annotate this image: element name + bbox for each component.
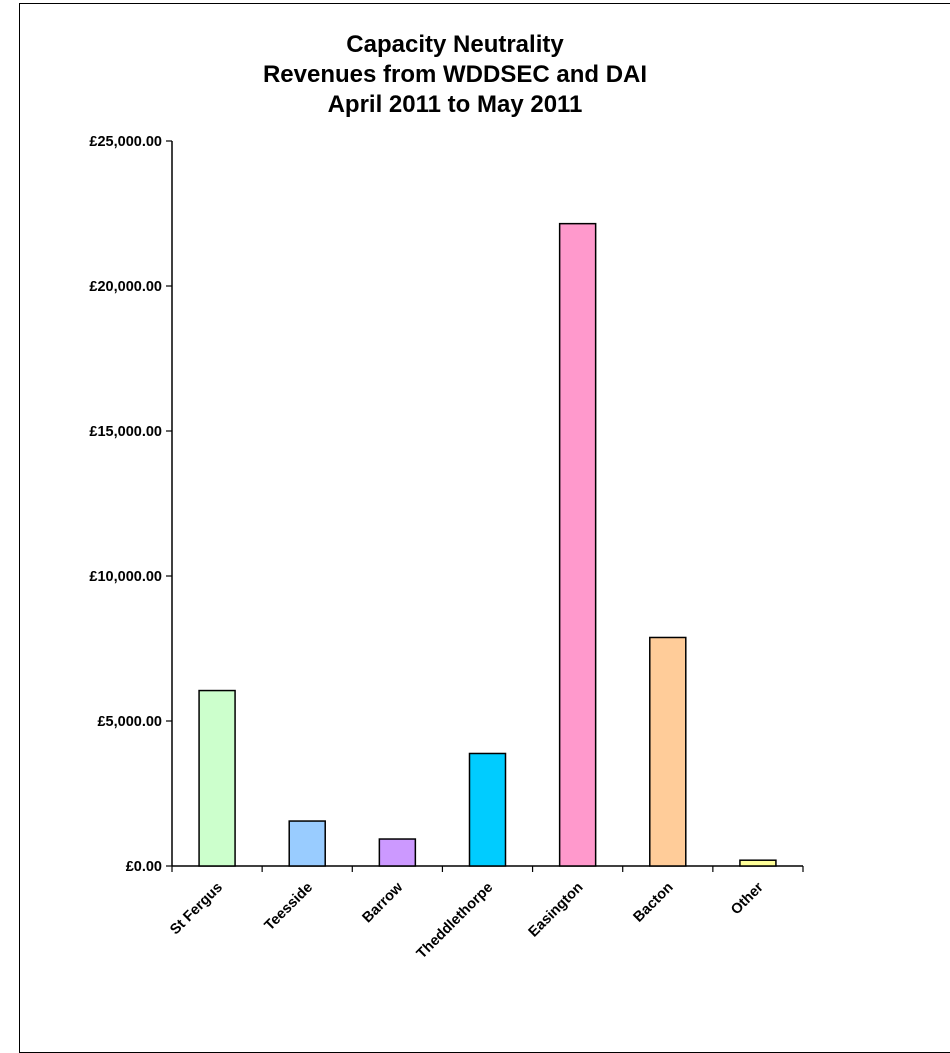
bar-chart: £0.00 £5,000.00 £10,000.00 £15,000.00 £20,00…: [89, 134, 804, 963]
x-tick-label: Teesside: [262, 880, 316, 934]
bar-other: [739, 859, 777, 867]
y-tick-label: £0.00: [126, 859, 162, 875]
bar-bacton: [649, 636, 687, 867]
x-tick-label: St Fergus: [167, 880, 226, 939]
y-tick-label: £10,000.00: [89, 569, 162, 585]
bar-st-fergus: [198, 689, 236, 867]
chart-title-line-3: April 2011 to May 2011: [327, 91, 583, 118]
bar-barrow: [378, 838, 417, 867]
bar-easington: [558, 222, 597, 867]
y-tick-label: £5,000.00: [97, 714, 162, 730]
x-tick-label: Easington: [526, 880, 587, 941]
x-tick-label: Bacton: [631, 880, 677, 926]
bar-teesside: [288, 820, 326, 867]
y-tick-label: £20,000.00: [89, 279, 162, 295]
y-tick-label: £25,000.00: [89, 134, 162, 150]
bar-theddlethorpe: [468, 752, 507, 867]
x-tick-label: Theddlethorpe: [414, 880, 497, 963]
chart-title-line-1: Capacity Neutrality: [346, 31, 564, 58]
x-tick-label: Other: [728, 879, 767, 918]
bars: [198, 222, 777, 867]
chart-title-line-2: Revenues from WDDSEC and DAI: [262, 61, 648, 88]
y-tick-label: £15,000.00: [89, 424, 162, 440]
x-tick-label: Barrow: [360, 879, 407, 926]
chart-title: Capacity Neutrality Revenues from WDDSEC…: [0, 30, 910, 120]
